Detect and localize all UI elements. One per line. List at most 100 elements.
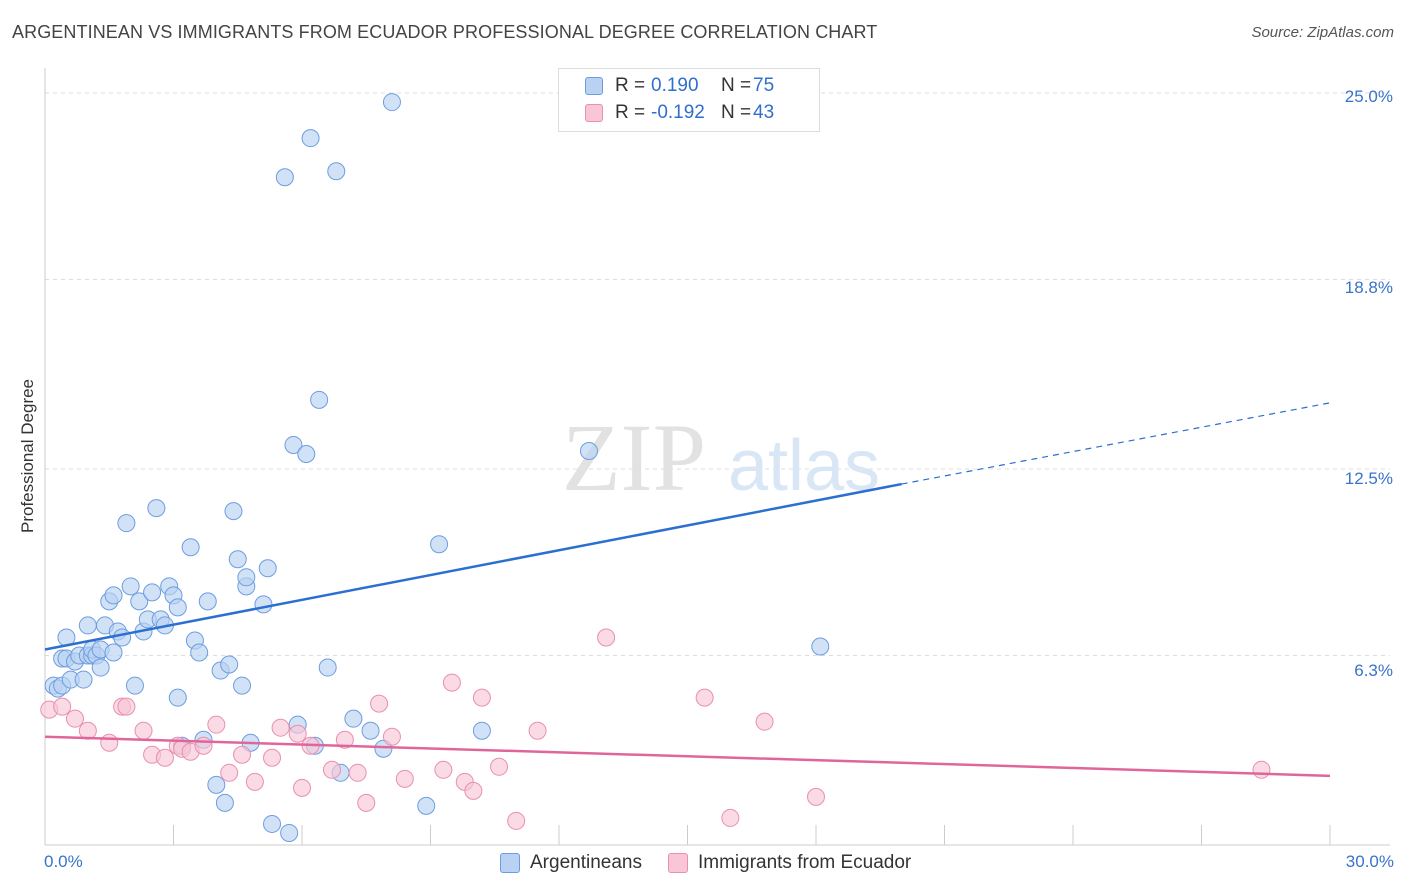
point-ecuador <box>322 760 341 779</box>
point-argentineans <box>168 688 187 707</box>
point-ecuador <box>220 763 239 782</box>
point-argentineans <box>74 670 93 689</box>
point-argentineans <box>263 814 282 833</box>
point-argentineans <box>121 577 140 596</box>
legend-item-ecuador[interactable]: Immigrants from Ecuador <box>667 852 912 874</box>
point-ecuador <box>134 721 153 740</box>
point-ecuador <box>395 769 414 788</box>
legend-r-value: -0.192 <box>651 102 705 123</box>
point-ecuador <box>807 787 825 806</box>
point-ecuador <box>490 757 509 776</box>
point-argentineans <box>417 796 436 815</box>
legend-swatch-blue <box>585 77 603 95</box>
y-tick-label: 25.0% <box>1344 87 1393 106</box>
trend-lines <box>44 402 1331 778</box>
watermark: ZIP atlas <box>562 404 880 511</box>
point-argentineans <box>233 676 252 695</box>
legend-label: Argentineans <box>530 852 642 873</box>
point-ecuador <box>695 688 714 707</box>
point-argentineans <box>344 709 363 728</box>
point-ecuador <box>597 628 616 647</box>
point-argentineans <box>275 168 294 187</box>
point-argentineans <box>113 628 132 647</box>
point-ecuador <box>65 709 84 728</box>
stats-legend-row-ecuador: R = -0.192 N = 43 <box>585 102 774 124</box>
legend-r-value: 0.190 <box>651 75 699 96</box>
y-tick-label: 18.8% <box>1344 278 1393 297</box>
y-tick-label: 6.3% <box>1354 661 1393 680</box>
point-argentineans <box>382 93 401 112</box>
point-argentineans <box>258 559 277 578</box>
point-ecuador <box>293 778 311 797</box>
legend-n-label: N = <box>721 75 752 96</box>
point-argentineans <box>78 616 97 635</box>
point-argentineans <box>228 550 247 569</box>
point-ecuador <box>370 694 389 713</box>
point-argentineans <box>327 162 346 181</box>
x-tick-label-max: 30.0% <box>1345 852 1394 871</box>
point-ecuador <box>117 697 136 716</box>
point-argentineans <box>125 676 144 695</box>
point-ecuador <box>155 748 174 767</box>
point-argentineans <box>237 568 256 587</box>
stats-legend: R = 0.190 N = 75 R = -0.192 N = 43 <box>558 68 820 132</box>
point-argentineans <box>117 514 136 533</box>
point-ecuador <box>245 772 264 791</box>
point-argentineans <box>318 658 337 677</box>
series-legend: Argentineans Immigrants from Ecuador <box>500 852 937 874</box>
x-tick-label-min: 0.0% <box>44 852 83 871</box>
point-ecuador <box>721 808 740 827</box>
chart-title: ARGENTINEAN VS IMMIGRANTS FROM ECUADOR P… <box>12 22 878 42</box>
point-argentineans <box>168 598 187 617</box>
point-argentineans <box>143 583 162 602</box>
legend-item-argentineans[interactable]: Argentineans <box>500 852 642 874</box>
point-ecuador <box>263 748 282 767</box>
point-argentineans <box>91 658 110 677</box>
legend-n-label: N = <box>721 102 752 123</box>
y-axis-label: Professional Degree <box>18 378 37 534</box>
legend-swatch-pink <box>585 104 603 122</box>
point-argentineans <box>181 538 200 557</box>
point-ecuador <box>507 811 526 830</box>
point-ecuador <box>382 727 401 746</box>
point-ecuador <box>348 763 367 782</box>
trend-line-argentineans-extension <box>901 402 1331 485</box>
legend-label: Immigrants from Ecuador <box>697 852 912 873</box>
point-argentineans <box>280 823 299 842</box>
point-argentineans <box>284 435 303 454</box>
point-argentineans <box>301 129 320 148</box>
point-argentineans <box>130 592 149 611</box>
point-ecuador <box>472 688 491 707</box>
point-argentineans <box>215 793 234 812</box>
legend-r-label: R = <box>615 75 646 96</box>
trend-line-argentineans <box>44 482 902 651</box>
trend-line-ecuador <box>44 735 1331 778</box>
point-argentineans <box>224 502 243 521</box>
point-ecuador <box>288 724 307 743</box>
watermark-atlas: atlas <box>728 426 880 506</box>
point-argentineans <box>579 441 598 460</box>
point-ecuador <box>464 781 483 800</box>
point-ecuador <box>357 793 376 812</box>
point-argentineans <box>147 499 166 518</box>
point-argentineans <box>198 592 217 611</box>
point-ecuador <box>207 715 226 734</box>
legend-swatch-pink <box>667 853 688 873</box>
legend-n-value: 43 <box>753 102 775 123</box>
stats-legend-row-argentineans: R = 0.190 N = 75 <box>585 75 774 97</box>
point-ecuador <box>335 730 354 749</box>
point-argentineans <box>207 775 226 794</box>
legend-r-label: R = <box>615 102 646 123</box>
point-argentineans <box>254 595 273 614</box>
point-ecuador <box>271 718 290 737</box>
point-ecuador <box>53 697 72 716</box>
series-argentineans-points <box>44 93 830 842</box>
point-argentineans <box>104 643 123 662</box>
point-argentineans <box>430 535 449 554</box>
legend-swatch-blue <box>500 853 520 873</box>
grid-lines <box>45 92 1390 657</box>
point-argentineans <box>190 643 209 662</box>
point-argentineans <box>297 444 316 463</box>
point-ecuador <box>1252 760 1271 779</box>
